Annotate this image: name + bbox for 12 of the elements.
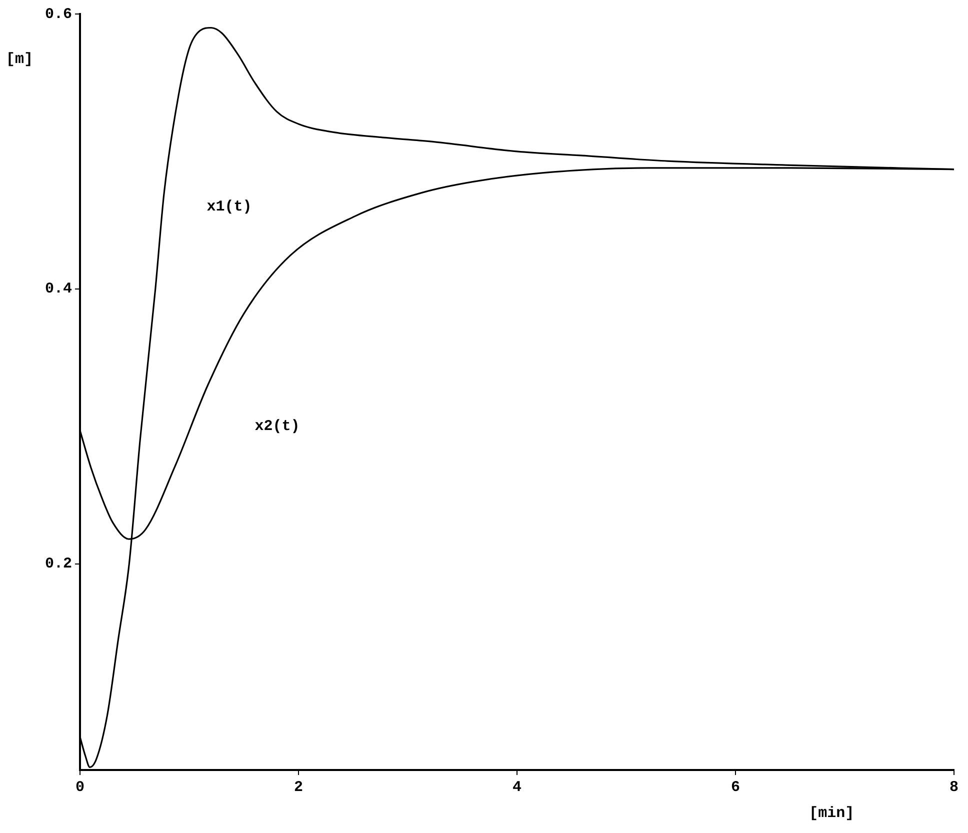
y-tick-label: 0.6 [44, 6, 72, 23]
annotation: x1(t) [206, 198, 252, 216]
annotation: x2(t) [254, 418, 300, 435]
x-tick-label: 6 [730, 778, 740, 796]
y-tick-label: 0.2 [44, 556, 72, 573]
x-tick-label: 4 [512, 778, 522, 796]
x-tick-label: 8 [949, 778, 959, 796]
x-tick-label: 2 [294, 778, 304, 796]
x-tick-label: 0 [75, 778, 85, 796]
x-axis-title: [min] [809, 804, 854, 822]
y-tick-label: 0.4 [44, 280, 72, 298]
y-axis-title: [m] [6, 50, 34, 68]
